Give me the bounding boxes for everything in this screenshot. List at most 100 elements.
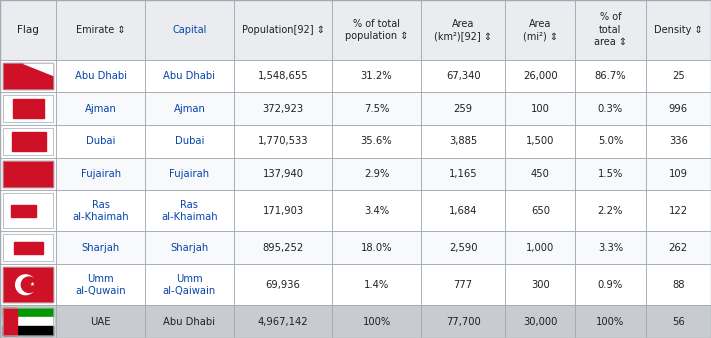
Text: 650: 650 <box>531 206 550 216</box>
Bar <box>145 264 234 306</box>
Bar <box>332 158 421 190</box>
Bar <box>234 60 332 92</box>
Text: Umm
al-Quwain: Umm al-Quwain <box>75 273 126 296</box>
Bar <box>421 232 506 264</box>
Bar <box>421 306 506 338</box>
Bar <box>421 190 506 232</box>
Bar <box>506 232 575 264</box>
Text: 262: 262 <box>668 243 688 253</box>
Bar <box>332 158 421 190</box>
Bar <box>332 306 421 338</box>
Bar <box>0 190 56 232</box>
Text: 171,903: 171,903 <box>262 206 304 216</box>
Text: Abu Dhabi: Abu Dhabi <box>164 317 215 327</box>
Bar <box>56 92 145 125</box>
Bar <box>234 60 332 92</box>
Bar <box>332 60 421 92</box>
Text: Flag: Flag <box>17 25 39 35</box>
Text: 777: 777 <box>454 280 473 290</box>
Bar <box>234 190 332 232</box>
Bar <box>3 63 53 89</box>
Text: Ajman: Ajman <box>173 104 205 114</box>
Bar <box>575 190 646 232</box>
Bar <box>646 264 711 306</box>
Bar <box>332 125 421 158</box>
Bar <box>56 92 145 125</box>
Bar <box>3 267 53 303</box>
Bar <box>421 306 506 338</box>
Bar <box>234 190 332 232</box>
Bar <box>0 264 56 306</box>
Bar <box>506 158 575 190</box>
Text: 26,000: 26,000 <box>523 71 557 81</box>
Bar <box>575 125 646 158</box>
Text: UAE: UAE <box>90 317 111 327</box>
Text: 4,967,142: 4,967,142 <box>257 317 309 327</box>
Bar <box>145 158 234 190</box>
Bar <box>234 158 332 190</box>
Text: Ajman: Ajman <box>85 104 117 114</box>
Bar <box>3 128 53 154</box>
Bar <box>3 95 53 122</box>
Bar <box>0 264 56 306</box>
Bar <box>646 0 711 60</box>
Bar <box>56 158 145 190</box>
Bar <box>145 190 234 232</box>
Text: 69,936: 69,936 <box>266 280 301 290</box>
Text: 109: 109 <box>669 169 688 179</box>
Text: 1,684: 1,684 <box>449 206 477 216</box>
Bar <box>575 306 646 338</box>
Text: 1,548,655: 1,548,655 <box>257 71 309 81</box>
Bar <box>234 92 332 125</box>
Bar <box>646 232 711 264</box>
Bar <box>421 60 506 92</box>
Bar <box>145 92 234 125</box>
Bar <box>332 232 421 264</box>
Bar <box>646 190 711 232</box>
Bar <box>332 306 421 338</box>
Text: 100%: 100% <box>597 317 624 327</box>
Text: 67,340: 67,340 <box>446 71 481 81</box>
Bar <box>3 63 53 89</box>
Bar <box>3 193 53 228</box>
Bar <box>0 306 56 338</box>
Text: 1.5%: 1.5% <box>598 169 623 179</box>
Bar <box>3 128 53 154</box>
Bar <box>3 235 53 261</box>
Bar <box>0 0 56 60</box>
Bar <box>3 326 53 335</box>
Circle shape <box>21 277 37 292</box>
Bar <box>56 190 145 232</box>
Bar <box>506 60 575 92</box>
Text: 2,590: 2,590 <box>449 243 477 253</box>
Bar <box>234 158 332 190</box>
Bar <box>646 264 711 306</box>
Bar <box>421 92 506 125</box>
Text: Emirate ⇕: Emirate ⇕ <box>76 25 125 35</box>
Bar <box>0 158 56 190</box>
Bar <box>3 193 53 228</box>
Bar <box>0 232 56 264</box>
Text: % of total
population ⇕: % of total population ⇕ <box>345 19 408 41</box>
Bar <box>575 232 646 264</box>
Text: 2.9%: 2.9% <box>364 169 389 179</box>
Bar <box>56 125 145 158</box>
Polygon shape <box>23 63 53 75</box>
Text: 1,165: 1,165 <box>449 169 477 179</box>
Bar <box>145 125 234 158</box>
Bar <box>646 125 711 158</box>
Bar <box>575 92 646 125</box>
Bar <box>56 264 145 306</box>
Bar <box>421 125 506 158</box>
Bar <box>3 308 16 335</box>
Text: 18.0%: 18.0% <box>360 243 392 253</box>
Bar <box>506 232 575 264</box>
Text: 1,000: 1,000 <box>526 243 555 253</box>
Bar <box>575 158 646 190</box>
Bar <box>506 306 575 338</box>
Bar <box>421 190 506 232</box>
Bar <box>0 60 56 92</box>
Bar <box>3 267 53 303</box>
Bar <box>234 264 332 306</box>
Bar <box>0 92 56 125</box>
